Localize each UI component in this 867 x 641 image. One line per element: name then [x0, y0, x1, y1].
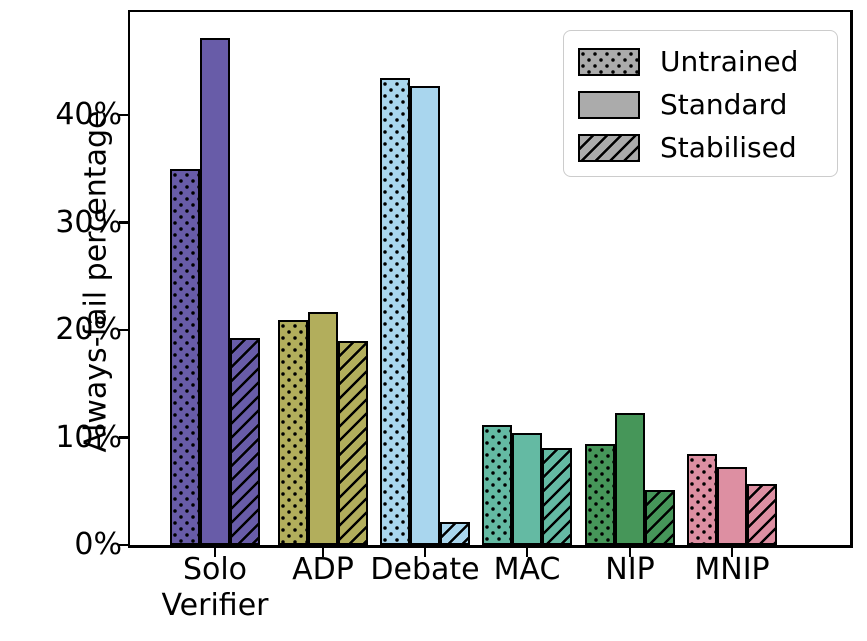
- legend: Untrained Standard Stabilised: [563, 30, 838, 177]
- x-tick-label-adp: ADP: [292, 552, 354, 588]
- y-tick-mark-20: [118, 328, 128, 332]
- x-tick-label-line: MAC: [493, 552, 561, 587]
- x-tick-mark-solo-verifier: [213, 547, 217, 557]
- x-tick-mark-mnip: [730, 547, 734, 557]
- y-tick-mark-10: [118, 436, 128, 439]
- y-axis-label: Always-fail percentage: [78, 110, 114, 453]
- x-tick-label-solo-verifier: Solo Verifier: [161, 552, 268, 624]
- legend-swatch-diagonal-icon: [578, 134, 640, 162]
- bar-nip-untrained: [585, 444, 615, 545]
- bar-mnip-stabilised: [747, 484, 777, 545]
- y-tick-mark-40: [118, 113, 128, 117]
- bar-mac-standard: [512, 433, 542, 545]
- y-tick-label-20: 20%: [55, 312, 122, 348]
- bar-solo-verifier-untrained: [170, 169, 200, 545]
- bar-nip-standard: [615, 413, 645, 545]
- x-tick-label-line: NIP: [605, 552, 655, 587]
- x-tick-label-mnip: MNIP: [694, 552, 769, 588]
- x-tick-label-line: ADP: [292, 552, 354, 587]
- bar-debate-untrained: [380, 78, 410, 545]
- legend-label: Stabilised: [660, 131, 797, 164]
- x-tick-label-line: MNIP: [694, 552, 770, 587]
- bar-solo-verifier-standard: [200, 38, 230, 545]
- bar-adp-untrained: [278, 320, 308, 545]
- bar-adp-stabilised: [338, 341, 368, 545]
- x-tick-label-line: Verifier: [161, 588, 269, 623]
- y-tick-mark-0: [118, 543, 128, 547]
- legend-label: Standard: [660, 88, 788, 121]
- y-tick-label-40: 40%: [55, 97, 122, 133]
- x-tick-mark-adp: [321, 547, 325, 557]
- bar-mac-stabilised: [542, 448, 572, 545]
- y-tick-mark-30: [118, 221, 128, 224]
- bar-solo-verifier-stabilised: [230, 338, 260, 545]
- legend-label: Untrained: [660, 45, 799, 78]
- x-tick-label-line: Debate: [370, 552, 480, 587]
- legend-swatch-dots-icon: [578, 48, 640, 76]
- x-tick-label-mac: MAC: [494, 552, 561, 588]
- bar-nip-stabilised: [645, 490, 675, 545]
- y-tick-label-30: 30%: [55, 204, 122, 240]
- bar-mnip-standard: [717, 467, 747, 545]
- bar-adp-standard: [308, 312, 338, 545]
- bar-debate-standard: [410, 86, 440, 545]
- bar-debate-stabilised: [440, 522, 470, 545]
- x-tick-mark-debate: [423, 547, 427, 557]
- right-spine: [850, 9, 853, 548]
- bar-mnip-untrained: [687, 454, 717, 545]
- y-tick-label-10: 10%: [55, 419, 122, 455]
- top-spine: [127, 9, 853, 12]
- legend-swatch-none-icon: [578, 91, 640, 119]
- legend-item-stabilised: Stabilised: [578, 127, 837, 169]
- x-tick-label-nip: NIP: [605, 552, 654, 588]
- x-tick-label-line: Solo: [182, 552, 248, 587]
- plot-area: [130, 12, 850, 545]
- bottom-spine: [127, 545, 853, 548]
- x-tick-mark-nip: [628, 547, 632, 557]
- x-tick-label-debate: Debate: [370, 552, 479, 588]
- left-spine: [127, 9, 130, 548]
- legend-item-standard: Standard: [578, 84, 837, 126]
- bar-mac-untrained: [482, 425, 512, 545]
- y-tick-label-0: 0%: [74, 527, 122, 562]
- x-tick-mark-mac: [525, 547, 529, 557]
- legend-item-untrained: Untrained: [578, 41, 837, 83]
